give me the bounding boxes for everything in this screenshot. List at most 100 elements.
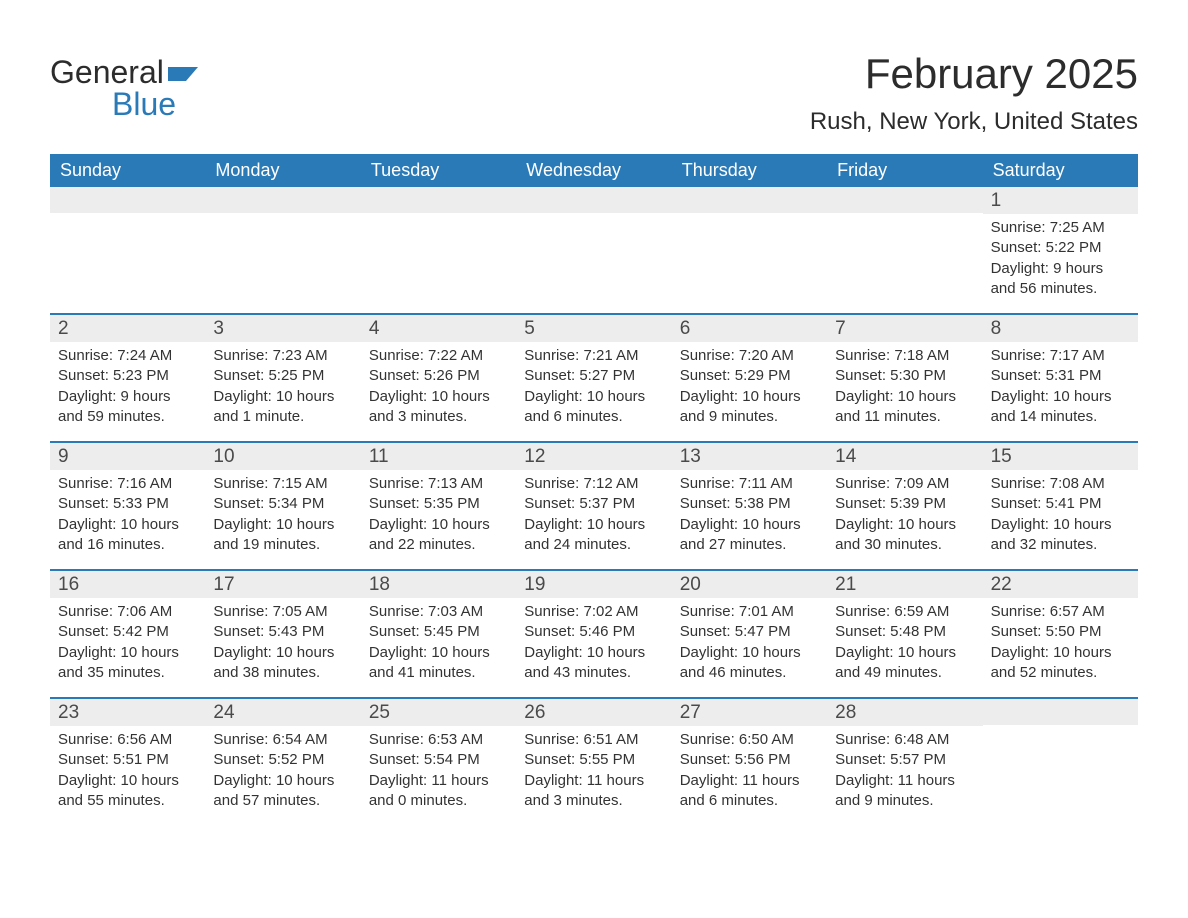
day-cell — [983, 699, 1138, 825]
day-body: Sunrise: 7:03 AMSunset: 5:45 PMDaylight:… — [361, 598, 516, 683]
week-row: 1Sunrise: 7:25 AMSunset: 5:22 PMDaylight… — [50, 187, 1138, 313]
day-number: 24 — [205, 699, 360, 726]
day-sunrise: Sunrise: 7:15 AM — [213, 474, 352, 494]
day-body: Sunrise: 7:24 AMSunset: 5:23 PMDaylight:… — [50, 342, 205, 427]
day-cell: 18Sunrise: 7:03 AMSunset: 5:45 PMDayligh… — [361, 571, 516, 697]
day-day2: and 24 minutes. — [524, 535, 663, 555]
day-day1: Daylight: 10 hours — [369, 515, 508, 535]
day-cell: 1Sunrise: 7:25 AMSunset: 5:22 PMDaylight… — [983, 187, 1138, 313]
day-sunset: Sunset: 5:56 PM — [680, 750, 819, 770]
day-day2: and 59 minutes. — [58, 407, 197, 427]
day-sunrise: Sunrise: 6:48 AM — [835, 730, 974, 750]
day-day2: and 30 minutes. — [835, 535, 974, 555]
day-number — [672, 187, 827, 213]
day-sunset: Sunset: 5:35 PM — [369, 494, 508, 514]
title-block: February 2025 Rush, New York, United Sta… — [810, 50, 1138, 136]
day-number: 11 — [361, 443, 516, 470]
day-number: 1 — [983, 187, 1138, 214]
day-number: 19 — [516, 571, 671, 598]
day-number — [983, 699, 1138, 725]
day-day1: Daylight: 10 hours — [680, 643, 819, 663]
day-number: 22 — [983, 571, 1138, 598]
day-day2: and 3 minutes. — [524, 791, 663, 811]
day-sunset: Sunset: 5:46 PM — [524, 622, 663, 642]
month-title: February 2025 — [810, 50, 1138, 98]
day-body: Sunrise: 6:54 AMSunset: 5:52 PMDaylight:… — [205, 726, 360, 811]
day-cell: 5Sunrise: 7:21 AMSunset: 5:27 PMDaylight… — [516, 315, 671, 441]
dow-sunday: Sunday — [50, 154, 205, 187]
day-cell — [361, 187, 516, 313]
day-body: Sunrise: 7:06 AMSunset: 5:42 PMDaylight:… — [50, 598, 205, 683]
day-body: Sunrise: 6:59 AMSunset: 5:48 PMDaylight:… — [827, 598, 982, 683]
day-cell: 27Sunrise: 6:50 AMSunset: 5:56 PMDayligh… — [672, 699, 827, 825]
day-sunset: Sunset: 5:34 PM — [213, 494, 352, 514]
day-cell: 10Sunrise: 7:15 AMSunset: 5:34 PMDayligh… — [205, 443, 360, 569]
day-number: 15 — [983, 443, 1138, 470]
logo-general: General — [50, 54, 164, 90]
day-day1: Daylight: 10 hours — [991, 387, 1130, 407]
day-body: Sunrise: 7:20 AMSunset: 5:29 PMDaylight:… — [672, 342, 827, 427]
day-sunrise: Sunrise: 7:21 AM — [524, 346, 663, 366]
day-sunset: Sunset: 5:38 PM — [680, 494, 819, 514]
day-number: 7 — [827, 315, 982, 342]
day-cell: 14Sunrise: 7:09 AMSunset: 5:39 PMDayligh… — [827, 443, 982, 569]
day-cell: 7Sunrise: 7:18 AMSunset: 5:30 PMDaylight… — [827, 315, 982, 441]
day-number: 8 — [983, 315, 1138, 342]
day-body: Sunrise: 7:09 AMSunset: 5:39 PMDaylight:… — [827, 470, 982, 555]
day-number: 2 — [50, 315, 205, 342]
day-day1: Daylight: 10 hours — [835, 515, 974, 535]
day-cell — [205, 187, 360, 313]
logo-text: General Blue — [50, 50, 204, 120]
day-day1: Daylight: 9 hours — [58, 387, 197, 407]
day-number — [205, 187, 360, 213]
day-number: 14 — [827, 443, 982, 470]
day-day2: and 0 minutes. — [369, 791, 508, 811]
day-day2: and 52 minutes. — [991, 663, 1130, 683]
day-day1: Daylight: 11 hours — [835, 771, 974, 791]
day-sunset: Sunset: 5:26 PM — [369, 366, 508, 386]
day-number: 6 — [672, 315, 827, 342]
day-body: Sunrise: 6:56 AMSunset: 5:51 PMDaylight:… — [50, 726, 205, 811]
day-day1: Daylight: 10 hours — [213, 643, 352, 663]
day-body: Sunrise: 7:18 AMSunset: 5:30 PMDaylight:… — [827, 342, 982, 427]
day-number: 13 — [672, 443, 827, 470]
day-day1: Daylight: 10 hours — [524, 643, 663, 663]
day-number: 23 — [50, 699, 205, 726]
day-day2: and 16 minutes. — [58, 535, 197, 555]
day-sunset: Sunset: 5:47 PM — [680, 622, 819, 642]
day-number: 17 — [205, 571, 360, 598]
day-body: Sunrise: 7:16 AMSunset: 5:33 PMDaylight:… — [50, 470, 205, 555]
day-sunset: Sunset: 5:25 PM — [213, 366, 352, 386]
dow-header-row: Sunday Monday Tuesday Wednesday Thursday… — [50, 154, 1138, 187]
day-day2: and 49 minutes. — [835, 663, 974, 683]
day-body: Sunrise: 7:12 AMSunset: 5:37 PMDaylight:… — [516, 470, 671, 555]
day-sunrise: Sunrise: 7:09 AM — [835, 474, 974, 494]
logo: General Blue — [50, 50, 204, 120]
day-day1: Daylight: 9 hours — [991, 259, 1130, 279]
day-body: Sunrise: 7:01 AMSunset: 5:47 PMDaylight:… — [672, 598, 827, 683]
day-cell: 23Sunrise: 6:56 AMSunset: 5:51 PMDayligh… — [50, 699, 205, 825]
day-body: Sunrise: 6:50 AMSunset: 5:56 PMDaylight:… — [672, 726, 827, 811]
day-body: Sunrise: 7:13 AMSunset: 5:35 PMDaylight:… — [361, 470, 516, 555]
day-cell: 28Sunrise: 6:48 AMSunset: 5:57 PMDayligh… — [827, 699, 982, 825]
day-day1: Daylight: 11 hours — [369, 771, 508, 791]
day-day2: and 6 minutes. — [524, 407, 663, 427]
day-sunset: Sunset: 5:30 PM — [835, 366, 974, 386]
day-cell: 15Sunrise: 7:08 AMSunset: 5:41 PMDayligh… — [983, 443, 1138, 569]
day-body: Sunrise: 7:08 AMSunset: 5:41 PMDaylight:… — [983, 470, 1138, 555]
day-day1: Daylight: 10 hours — [369, 387, 508, 407]
day-body: Sunrise: 7:15 AMSunset: 5:34 PMDaylight:… — [205, 470, 360, 555]
day-day2: and 41 minutes. — [369, 663, 508, 683]
day-sunrise: Sunrise: 7:16 AM — [58, 474, 197, 494]
day-cell — [827, 187, 982, 313]
day-cell: 11Sunrise: 7:13 AMSunset: 5:35 PMDayligh… — [361, 443, 516, 569]
day-number: 28 — [827, 699, 982, 726]
day-number: 20 — [672, 571, 827, 598]
logo-blue: Blue — [112, 86, 176, 122]
day-cell: 25Sunrise: 6:53 AMSunset: 5:54 PMDayligh… — [361, 699, 516, 825]
day-body: Sunrise: 7:23 AMSunset: 5:25 PMDaylight:… — [205, 342, 360, 427]
day-day2: and 14 minutes. — [991, 407, 1130, 427]
day-day2: and 35 minutes. — [58, 663, 197, 683]
day-cell — [516, 187, 671, 313]
day-sunset: Sunset: 5:51 PM — [58, 750, 197, 770]
